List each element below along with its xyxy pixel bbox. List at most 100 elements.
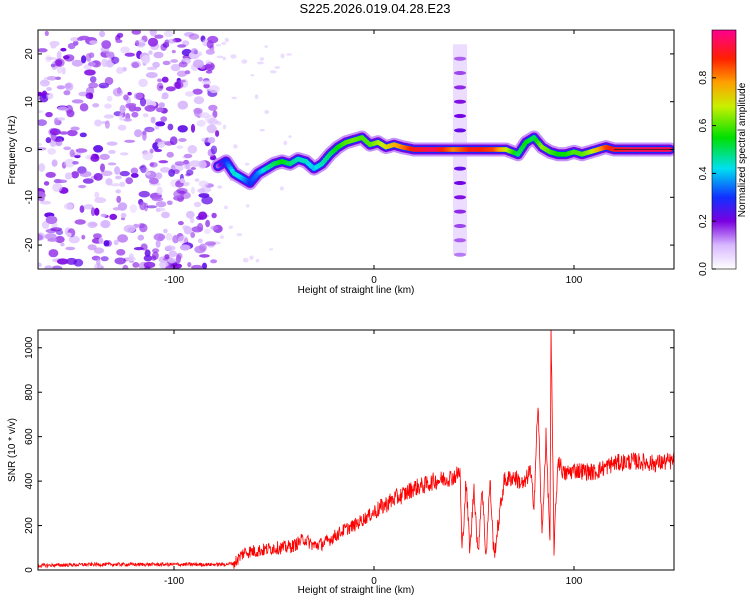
noise-blob (179, 244, 191, 251)
noise-blob (155, 201, 167, 208)
noise-blob (166, 151, 174, 158)
harmonic-blob (454, 85, 466, 90)
noise-blob (170, 63, 181, 72)
y-tick-label: -20 (24, 237, 35, 252)
noise-blob (154, 34, 164, 39)
noise-blob (190, 123, 196, 133)
noise-blob (142, 152, 154, 161)
noise-blob (153, 233, 166, 241)
noise-blob (128, 253, 134, 261)
noise-blob (192, 59, 204, 68)
noise-blob (202, 262, 207, 269)
noise-blob (74, 219, 86, 225)
noise-blob (93, 247, 104, 254)
noise-blob (68, 235, 80, 244)
noise-blob (280, 53, 285, 59)
noise-blob (208, 85, 220, 94)
noise-blob (119, 105, 126, 114)
noise-blob (112, 87, 123, 97)
snr-x-label: Height of straight line (km) (298, 585, 415, 596)
noise-blob (164, 254, 170, 260)
noise-blob (279, 186, 284, 191)
noise-blob (101, 170, 113, 177)
noise-blob (141, 55, 151, 64)
noise-blob (173, 81, 184, 89)
noise-blob (79, 205, 85, 213)
noise-blob (142, 132, 147, 141)
noise-blob (169, 136, 178, 146)
harmonic-blob (454, 56, 466, 61)
noise-blob (155, 239, 161, 248)
noise-blob (130, 173, 139, 178)
noise-blob (144, 266, 151, 269)
noise-blob (38, 110, 44, 114)
noise-blob (236, 233, 243, 237)
noise-blob (114, 257, 126, 265)
noise-blob (96, 257, 101, 266)
noise-blob (72, 161, 79, 165)
noise-blob (165, 265, 175, 269)
noise-blob (101, 40, 112, 49)
noise-blob (159, 167, 171, 173)
y-tick-label: 200 (24, 517, 35, 534)
noise-blob (147, 37, 159, 47)
noise-blob (171, 49, 176, 54)
snr-panel: -100 0 100 0 200 400 600 800 1000 Height of str… (7, 329, 675, 596)
noise-blob (57, 106, 69, 112)
y-tick-label: 400 (24, 472, 35, 489)
noise-blob (113, 239, 119, 246)
noise-blob (94, 191, 100, 199)
noise-blob (147, 128, 153, 132)
noise-blob (143, 255, 153, 262)
noise-blob (177, 125, 188, 133)
noise-blob (79, 132, 87, 138)
noise-blob (155, 207, 161, 213)
noise-blob (125, 177, 133, 185)
noise-blob (176, 187, 188, 194)
noise-blob (216, 55, 224, 59)
y-tick-label: 1000 (24, 336, 35, 359)
noise-blob (70, 126, 80, 131)
noise-blob (123, 224, 136, 233)
noise-blob (187, 145, 198, 154)
noise-blob (45, 215, 58, 225)
noise-blob (94, 197, 107, 204)
noise-blob (145, 171, 151, 176)
noise-blob (158, 160, 169, 164)
noise-blob (241, 59, 248, 64)
noise-blob (211, 212, 217, 219)
noise-blob (47, 148, 57, 155)
noise-blob (131, 30, 142, 35)
noise-blob (210, 259, 218, 264)
noise-blob (106, 141, 118, 146)
noise-blob (149, 30, 157, 37)
noise-blob (288, 135, 292, 139)
noise-blob (165, 232, 173, 241)
spectrogram-y-label: Frequency (Hz) (7, 116, 18, 185)
noise-blob (117, 202, 128, 211)
colorbar: 0.0 0.2 0.4 0.6 0.8 Normalized spectral ampl… (698, 29, 748, 276)
noise-blob (99, 30, 106, 38)
noise-blob (94, 119, 102, 127)
noise-blob (67, 43, 76, 50)
noise-blob (45, 171, 56, 178)
noise-blob (64, 158, 76, 168)
colorbar-label: Normalized spectral amplitude (737, 82, 748, 217)
noise-blob (149, 148, 154, 154)
noise-blob (100, 220, 111, 229)
noise-blob (215, 44, 221, 47)
noise-blob (79, 171, 92, 178)
noise-blob (231, 96, 238, 100)
noise-blob (208, 104, 218, 111)
noise-blob (123, 94, 129, 101)
noise-blob (268, 248, 274, 251)
noise-blob (56, 65, 63, 74)
noise-blob (92, 103, 100, 108)
x-tick-label: 0 (371, 275, 377, 286)
noise-blob (205, 49, 215, 55)
noise-blob (46, 57, 57, 60)
harmonic-blob (454, 224, 466, 228)
noise-blob (85, 53, 92, 62)
noise-blob (120, 152, 129, 156)
noise-blob (134, 129, 143, 138)
